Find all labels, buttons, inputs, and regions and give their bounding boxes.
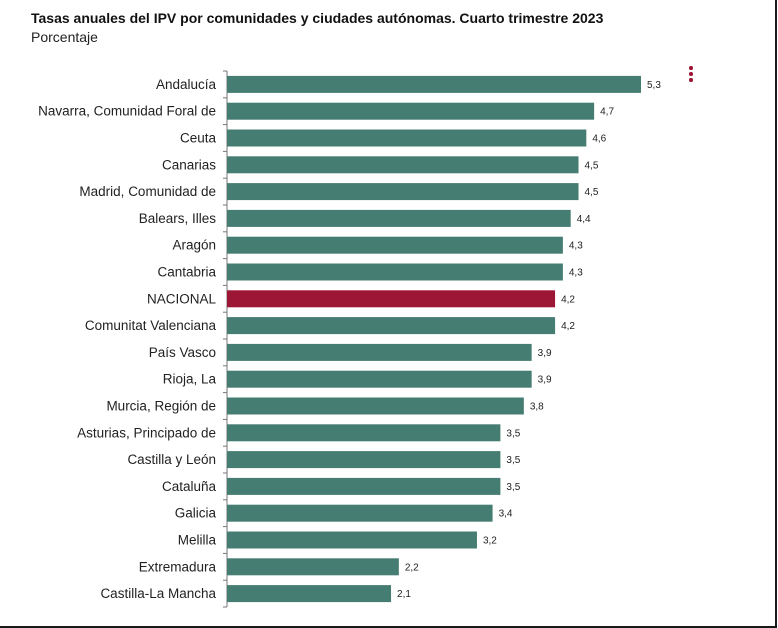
more-vertical-icon[interactable]	[684, 64, 698, 84]
data-label: 4,2	[561, 321, 575, 332]
data-label: 4,4	[577, 214, 591, 225]
bar-extremadura[interactable]	[227, 558, 399, 576]
menu-dot	[689, 66, 693, 70]
category-label: Canarias	[162, 157, 216, 172]
data-label: 4,6	[592, 134, 606, 145]
bar-castilla-la-mancha[interactable]	[227, 585, 392, 603]
data-label: 4,3	[569, 268, 583, 279]
data-label: 3,5	[506, 455, 520, 466]
bar-castilla-y-le-n[interactable]	[227, 451, 501, 469]
category-label: Andalucía	[156, 77, 217, 92]
data-label: 3,5	[506, 482, 520, 493]
data-label: 3,9	[538, 348, 552, 359]
bar-navarra-comunidad-foral-de[interactable]	[227, 102, 595, 120]
category-label: Navarra, Comunidad Foral de	[38, 104, 216, 119]
data-label: 4,5	[585, 187, 599, 198]
data-label: 4,7	[600, 107, 614, 118]
data-label: 4,3	[569, 241, 583, 252]
bar-melilla[interactable]	[227, 531, 477, 549]
category-label: Castilla y León	[127, 452, 216, 467]
menu-dot	[689, 72, 693, 76]
bar-ceuta[interactable]	[227, 129, 587, 147]
menu-dot	[689, 78, 693, 82]
data-label: 3,4	[499, 509, 513, 520]
category-label: Murcia, Región de	[106, 399, 216, 414]
bar-catalu-a[interactable]	[227, 477, 501, 495]
category-label: Galicia	[175, 506, 217, 521]
data-label: 4,2	[561, 294, 575, 305]
category-label: Castilla-La Mancha	[100, 586, 216, 601]
category-label: Comunitat Valenciana	[85, 318, 217, 333]
data-label: 4,5	[585, 160, 599, 171]
data-label: 3,5	[506, 428, 520, 439]
bar-murcia-regi-n-de[interactable]	[227, 397, 524, 415]
chart-title: Tasas anuales del IPV por comunidades y …	[31, 10, 604, 26]
bar-asturias-principado-de[interactable]	[227, 424, 501, 442]
category-label: Balears, Illes	[139, 211, 217, 226]
data-label: 2,2	[405, 562, 419, 573]
data-label: 5,3	[647, 80, 661, 91]
category-label: Ceuta	[180, 131, 217, 146]
data-label: 3,9	[538, 375, 552, 386]
category-label: Madrid, Comunidad de	[79, 184, 216, 199]
chart-subtitle: Porcentaje	[31, 29, 98, 45]
data-label: 3,8	[530, 402, 544, 413]
category-label: Rioja, La	[163, 372, 217, 387]
category-label: Cantabria	[157, 265, 216, 280]
bar-comunitat-valenciana[interactable]	[227, 317, 556, 335]
category-label: Asturias, Principado de	[77, 425, 216, 440]
category-label: NACIONAL	[147, 291, 217, 306]
data-label: 2,1	[397, 589, 411, 600]
bar-balears-illes[interactable]	[227, 209, 571, 227]
category-label: Aragón	[172, 238, 216, 253]
bar-rioja-la[interactable]	[227, 370, 532, 388]
bar-madrid-comunidad-de[interactable]	[227, 183, 579, 201]
data-label: 3,2	[483, 536, 497, 547]
bar-nacional[interactable]	[227, 290, 556, 308]
bar-galicia[interactable]	[227, 504, 493, 522]
bar-canarias[interactable]	[227, 156, 579, 174]
category-label: País Vasco	[149, 345, 216, 360]
bar-pa-s-vasco[interactable]	[227, 343, 532, 361]
category-label: Cataluña	[162, 479, 217, 494]
bar-cantabria[interactable]	[227, 263, 563, 281]
category-label: Extremadura	[139, 559, 217, 574]
bar-andaluc-a[interactable]	[227, 75, 641, 93]
category-label: Melilla	[178, 533, 217, 548]
bar-arag-n[interactable]	[227, 236, 563, 254]
